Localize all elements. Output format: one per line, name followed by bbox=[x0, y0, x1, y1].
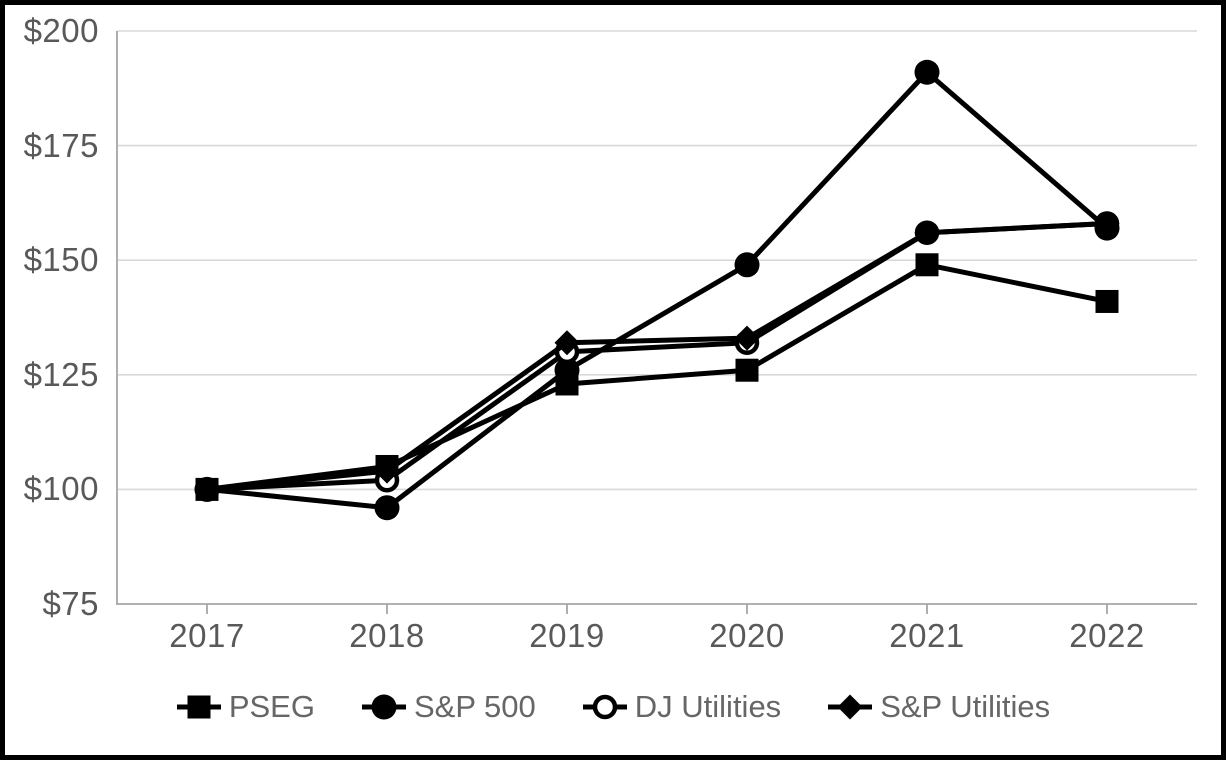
y-axis-label: $200 bbox=[23, 12, 99, 49]
x-axis-label: 2020 bbox=[709, 617, 785, 654]
legend-label: PSEG bbox=[228, 689, 315, 724]
filled-diamond-icon bbox=[828, 694, 873, 720]
x-axis-label: 2017 bbox=[169, 617, 245, 654]
x-axis-label: 2018 bbox=[349, 617, 425, 654]
legend-label: DJ Utilities bbox=[634, 689, 782, 724]
y-axis-label: $125 bbox=[23, 355, 99, 393]
legend-label: S&P Utilities bbox=[880, 689, 1051, 724]
legend-item-dj-utilities: DJ Utilities bbox=[582, 689, 781, 725]
legend-label: S&P 500 bbox=[413, 689, 536, 724]
series-dj-utilities bbox=[194, 211, 1120, 502]
series-s-p-utilities bbox=[194, 211, 1120, 502]
x-axis-label: 2021 bbox=[889, 617, 965, 654]
x-axis-label: 2022 bbox=[1069, 617, 1145, 654]
series-s-p-500 bbox=[194, 59, 1120, 521]
legend-item-sp-utilities: S&P Utilities bbox=[827, 689, 1050, 725]
filled-square-icon bbox=[176, 695, 221, 719]
y-axis-label: $150 bbox=[23, 241, 99, 279]
legend-item-sp500: S&P 500 bbox=[361, 689, 536, 725]
legend-item-pseg: PSEG bbox=[176, 689, 315, 725]
series-pseg bbox=[195, 253, 1119, 501]
x-axis-label: 2019 bbox=[529, 617, 605, 654]
y-axis-label: $175 bbox=[23, 126, 99, 164]
open-circle-icon bbox=[582, 694, 627, 720]
filled-circle-icon bbox=[361, 694, 406, 720]
y-axis-label: $75 bbox=[42, 585, 99, 622]
chart-legend: PSEG S&P 500 DJ Utilities S&P Utilities bbox=[0, 684, 1226, 730]
y-axis-label: $100 bbox=[23, 470, 99, 508]
